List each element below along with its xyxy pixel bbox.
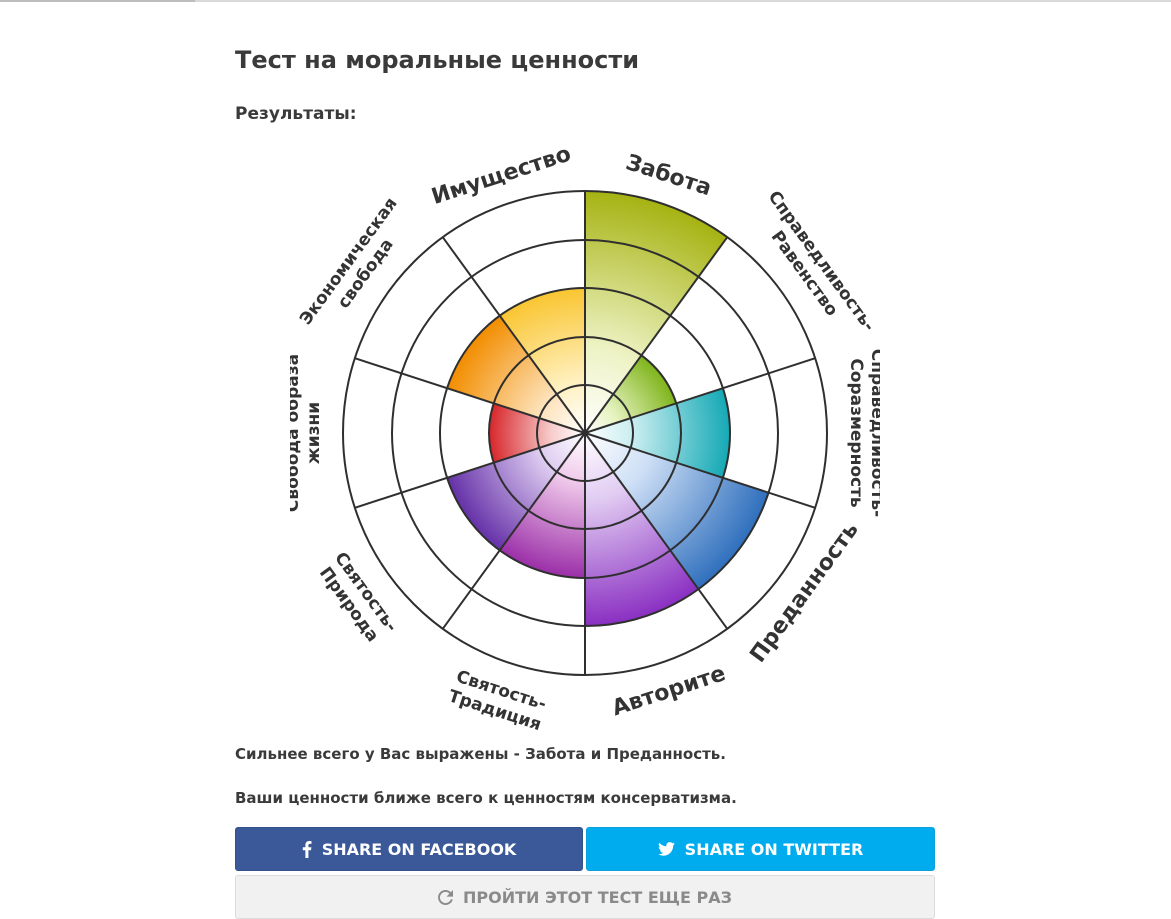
category-label-sanctity_nature: Святость-Природа	[313, 549, 401, 649]
category-label-lifestyle_freedom: жизниСвобода образа	[290, 354, 324, 512]
grid-spoke-3	[584, 357, 816, 434]
grid-spoke-10	[441, 236, 586, 434]
grid-spoke-7	[441, 432, 586, 630]
wedge-economic_freedom	[447, 315, 585, 433]
wedge-authority	[585, 433, 699, 626]
category-label-sanctity_tradition: Святость-Традиция	[446, 666, 550, 735]
page-title: Тест на моральные ценности	[235, 46, 640, 74]
category-label-authority: Авторите	[609, 661, 729, 721]
facebook-icon	[302, 840, 312, 858]
wedge-sanctity_nature	[447, 433, 585, 551]
category-label-fairness_equality: РавенствоСправедливость-	[747, 187, 879, 347]
share-facebook-button[interactable]: SHARE ON FACEBOOK	[235, 827, 583, 871]
category-label-fairness_proportionality: СоразмерностьСправедливость-	[846, 349, 880, 517]
category-label-economic_freedom: свободаЭкономическая	[296, 194, 419, 341]
grid-spoke-5	[584, 432, 729, 630]
category-label-care: Забота	[623, 150, 715, 201]
wedge-fairness_proportionality	[585, 388, 730, 478]
results-heading: Результаты:	[235, 104, 357, 124]
wedge-sanctity_tradition	[499, 433, 585, 578]
closest-ideology-text: Ваши ценности ближе всего к ценностям ко…	[235, 789, 737, 807]
strongest-values-text: Сильнее всего у Вас выражены - Забота и …	[235, 745, 726, 763]
share-twitter-button[interactable]: SHARE ON TWITTER	[586, 827, 935, 871]
wedge-fairness_equality	[585, 355, 677, 433]
top-border-accent	[0, 0, 195, 2]
wedge-loyalty	[585, 433, 769, 590]
wedge-care	[585, 191, 728, 433]
grid-spoke-8	[354, 432, 586, 509]
twitter-icon	[657, 842, 675, 856]
category-label-loyalty: Преданность	[745, 518, 863, 668]
grid-spoke-4	[584, 432, 816, 509]
moral-values-wheel-chart: Забота РавенствоСправедливость-Соразмерно…	[290, 148, 880, 735]
share-twitter-label: SHARE ON TWITTER	[684, 839, 864, 859]
refresh-icon	[438, 889, 454, 905]
top-border	[0, 0, 1171, 2]
wedge-property	[499, 288, 585, 433]
category-label-property: Имущество	[429, 148, 574, 210]
retake-test-label: ПРОЙТИ ЭТОТ ТЕСТ ЕЩЕ РАЗ	[463, 887, 732, 907]
grid-spoke-2	[584, 236, 729, 434]
share-facebook-label: SHARE ON FACEBOOK	[321, 839, 517, 859]
grid-spoke-9	[354, 357, 586, 434]
retake-test-button[interactable]: ПРОЙТИ ЭТОТ ТЕСТ ЕЩЕ РАЗ	[235, 875, 935, 919]
